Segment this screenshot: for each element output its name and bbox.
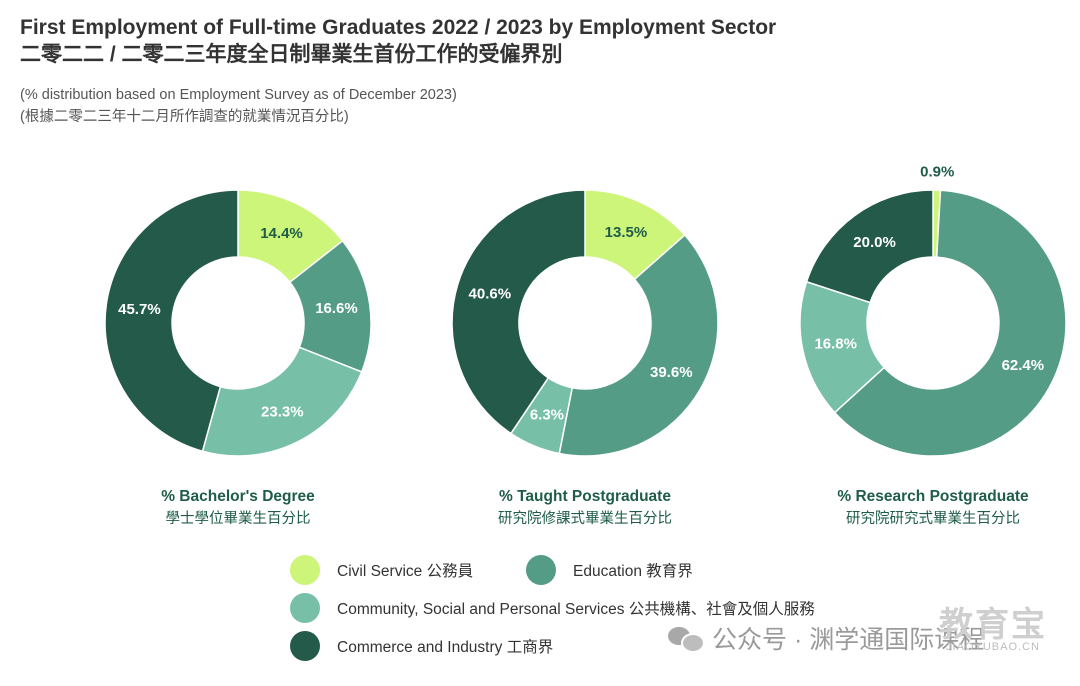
legend-label-commerce: Commerce and Industry 工商界 [337,639,554,656]
site-logo-watermark: 教育宝 JIAOYUBAO.CN [918,608,1068,653]
caption-bachelor: % Bachelor's Degree 學士學位畢業生百分比 [88,486,388,530]
label-research-education: 62.4% [1002,357,1045,374]
label-taught-education: 39.6% [650,364,693,381]
wechat-icon [668,625,705,653]
chart-subtitle: (% distribution based on Employment Surv… [20,84,457,128]
caption-research: % Research Postgraduate 研究院研究式畢業生百分比 [783,486,1080,530]
slice-taught-commerce [451,189,586,435]
legend-commerce: Commerce and Industry 工商界 [290,631,553,661]
slice-bachelor-commerce [104,189,239,453]
caption-research-title: % Research Postgraduate [837,488,1029,505]
chart-title: First Employment of Full-time Graduates … [20,14,776,68]
subtitle-zh: (根據二零二三年十二月所作調查的就業情況百分比) [20,109,349,125]
caption-taught: % Taught Postgraduate 研究院修課式畢業生百分比 [435,486,735,530]
caption-research-subtitle: 研究院研究式畢業生百分比 [846,511,1020,527]
label-bachelor-commerce: 45.7% [118,301,161,318]
legend-education: Education 教育界 [526,555,693,585]
label-bachelor-education: 16.6% [315,300,358,317]
caption-taught-title: % Taught Postgraduate [499,488,671,505]
label-research-civil-service: 0.9% [920,164,954,181]
slice-bachelor-community [201,346,363,457]
legend-community: Community, Social and Personal Services … [290,593,815,623]
label-bachelor-community: 23.3% [261,404,304,421]
legend-swatch-civil-service [290,555,320,585]
caption-taught-subtitle: 研究院修課式畢業生百分比 [498,511,672,527]
caption-bachelor-title: % Bachelor's Degree [161,488,315,505]
wechat-watermark: 公众号 · 渊学通国际课程 [668,620,984,656]
legend-swatch-education [526,555,556,585]
logo-big-text: 教育宝 [939,606,1047,644]
slice-research-education [833,189,1067,457]
watermark-text: 公众号 · 渊学通国际课程 [712,626,985,654]
subtitle-en: (% distribution based on Employment Surv… [20,87,457,103]
legend-swatch-commerce [290,631,320,661]
slice-taught-education [558,233,719,457]
slice-research-commerce [805,189,934,304]
label-taught-community: 6.3% [530,406,564,423]
legend-label-civil-service: Civil Service 公務員 [337,563,474,580]
label-research-community: 16.8% [814,335,857,352]
caption-bachelor-subtitle: 學士學位畢業生百分比 [165,511,311,527]
title-en: First Employment of Full-time Graduates … [20,16,777,39]
label-taught-civil-service: 13.5% [605,224,648,241]
legend-swatch-community [290,593,320,623]
label-taught-commerce: 40.6% [469,286,512,303]
logo-small-text: JIAOYUBAO.CN [946,641,1040,653]
title-zh: 二零二二 / 二零二三年度全日制畢業生首份工作的受僱界別 [20,43,563,66]
legend-label-education: Education 教育界 [573,563,693,580]
legend-label-community: Community, Social and Personal Services … [337,601,815,618]
label-bachelor-civil-service: 14.4% [260,225,303,242]
legend-civil-service: Civil Service 公務員 [290,555,473,585]
label-research-commerce: 20.0% [853,234,896,251]
